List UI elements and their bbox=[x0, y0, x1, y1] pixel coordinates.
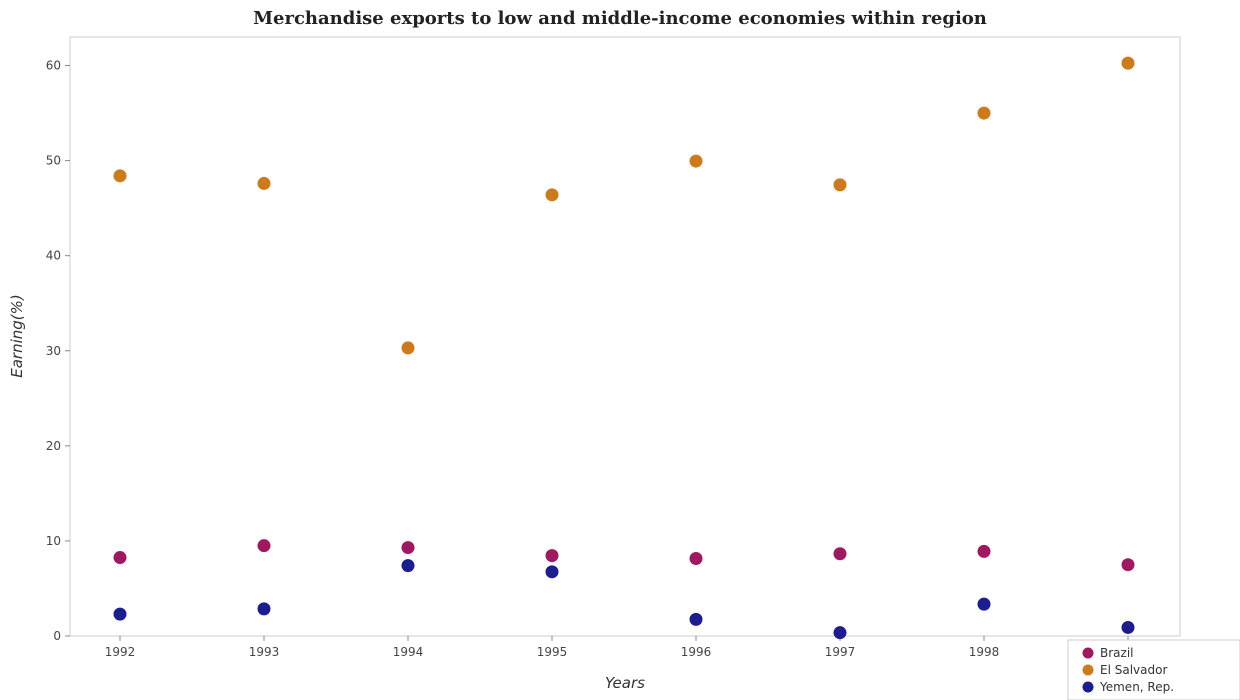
point-el-salvador-1996 bbox=[689, 154, 703, 168]
point-brazil-1995 bbox=[545, 549, 559, 563]
x-tick-label: 1993 bbox=[249, 645, 280, 659]
point-yemen-rep-1992 bbox=[113, 607, 127, 621]
legend-marker-el-salvador bbox=[1082, 664, 1094, 676]
point-el-salvador-1995 bbox=[545, 188, 559, 202]
y-tick-label: 40 bbox=[46, 249, 61, 263]
point-brazil-1999 bbox=[1121, 558, 1135, 572]
point-el-salvador-1994 bbox=[401, 341, 415, 355]
y-axis-label: Earning(%) bbox=[8, 294, 26, 378]
point-yemen-rep-1999 bbox=[1121, 620, 1135, 634]
point-brazil-1993 bbox=[257, 539, 271, 553]
y-tick-label: 10 bbox=[46, 534, 61, 548]
point-brazil-1997 bbox=[833, 547, 847, 561]
legend-box bbox=[1067, 639, 1240, 700]
legend-label-brazil: Brazil bbox=[1100, 646, 1134, 660]
x-axis-label: Years bbox=[605, 674, 645, 692]
legend: Brazil El Salvador Yemen, Rep. bbox=[1067, 639, 1240, 700]
x-tick-label: 1998 bbox=[969, 645, 1000, 659]
point-el-salvador-1993 bbox=[257, 176, 271, 190]
point-yemen-rep-1996 bbox=[689, 612, 703, 626]
point-brazil-1994 bbox=[401, 541, 415, 555]
y-tick-label: 0 bbox=[53, 629, 61, 643]
x-tick-label: 1996 bbox=[681, 645, 712, 659]
legend-label-el-salvador: El Salvador bbox=[1100, 663, 1167, 677]
point-yemen-rep-1997 bbox=[833, 626, 847, 640]
y-tick-label: 30 bbox=[46, 344, 61, 358]
y-tick-label: 60 bbox=[46, 59, 61, 73]
legend-label-yemen-rep: Yemen, Rep. bbox=[1099, 680, 1174, 694]
y-tick-label: 50 bbox=[46, 154, 61, 168]
point-yemen-rep-1995 bbox=[545, 565, 559, 579]
point-yemen-rep-1993 bbox=[257, 602, 271, 616]
x-tick-label: 1994 bbox=[393, 645, 424, 659]
legend-marker-brazil bbox=[1082, 647, 1094, 659]
chart-title: Merchandise exports to low and middle-in… bbox=[253, 8, 987, 29]
point-el-salvador-1999 bbox=[1121, 56, 1135, 70]
point-brazil-1998 bbox=[977, 544, 991, 558]
x-tick-label: 1997 bbox=[825, 645, 856, 659]
point-yemen-rep-1998 bbox=[977, 597, 991, 611]
point-brazil-1996 bbox=[689, 552, 703, 566]
point-brazil-1992 bbox=[113, 551, 127, 565]
y-tick-label: 20 bbox=[46, 439, 61, 453]
plot-area bbox=[69, 36, 1181, 637]
point-el-salvador-1998 bbox=[977, 106, 991, 120]
x-tick-label: 1995 bbox=[537, 645, 568, 659]
point-yemen-rep-1994 bbox=[401, 559, 415, 573]
legend-marker-yemen-rep bbox=[1082, 681, 1094, 693]
point-el-salvador-1992 bbox=[113, 169, 127, 183]
x-tick-label: 1992 bbox=[105, 645, 136, 659]
point-el-salvador-1997 bbox=[833, 178, 847, 192]
